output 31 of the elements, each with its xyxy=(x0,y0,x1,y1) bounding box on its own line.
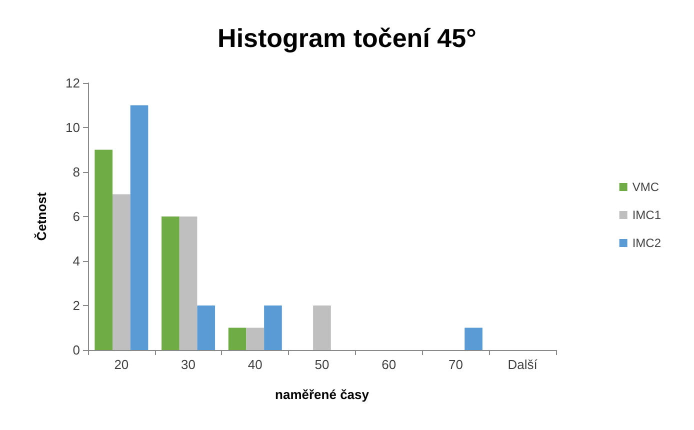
x-tick-label: Další xyxy=(508,357,538,372)
y-tick-label: 6 xyxy=(72,209,80,224)
y-axis-title: Četnost xyxy=(34,192,49,241)
chart-title: Histogram točení 45° xyxy=(218,23,476,53)
bar xyxy=(464,328,482,350)
x-tick-label: 60 xyxy=(382,357,396,372)
bar xyxy=(179,216,198,350)
bar xyxy=(313,306,331,350)
legend-label: VMC xyxy=(632,180,660,194)
x-tick-label: 50 xyxy=(314,357,330,372)
y-tick-label: 4 xyxy=(72,254,80,268)
y-tick-label: 10 xyxy=(66,120,80,135)
y-tick-label: 2 xyxy=(72,298,80,313)
x-tick-label: 30 xyxy=(181,357,196,372)
y-tick-label: 8 xyxy=(72,164,80,180)
bar xyxy=(264,306,282,350)
bar xyxy=(130,105,148,350)
legend-label: IMC1 xyxy=(632,208,662,222)
x-tick-label: 40 xyxy=(248,357,262,372)
bar xyxy=(162,216,180,350)
legend-label: IMC2 xyxy=(632,236,662,250)
x-tick-label: 20 xyxy=(114,357,129,372)
x-tick-label: 70 xyxy=(448,357,463,372)
bar xyxy=(94,150,113,350)
x-axis-title: naměřené časy xyxy=(275,387,370,402)
bar xyxy=(228,328,246,350)
bar xyxy=(112,194,130,350)
bar xyxy=(197,306,216,350)
bar xyxy=(246,328,264,350)
y-tick-label: 0 xyxy=(72,342,80,358)
y-tick-label: 12 xyxy=(66,76,80,90)
